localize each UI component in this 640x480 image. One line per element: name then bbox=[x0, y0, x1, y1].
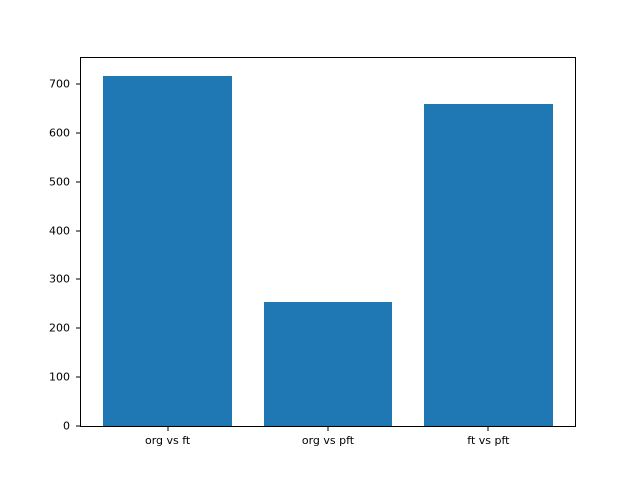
x-tick-label: org vs pft bbox=[301, 434, 355, 447]
bar-org-vs-ft bbox=[103, 75, 232, 426]
y-tick-label: 100 bbox=[49, 370, 70, 384]
y-tick-label: 300 bbox=[49, 272, 70, 286]
y-tick bbox=[76, 230, 80, 231]
y-tick bbox=[76, 278, 80, 280]
x-tick bbox=[327, 427, 329, 431]
axes bbox=[80, 57, 576, 427]
y-tick bbox=[76, 132, 80, 134]
y-tick bbox=[76, 376, 80, 378]
y-tick bbox=[76, 83, 80, 85]
y-tick bbox=[76, 181, 80, 183]
x-tick-label: ft vs pft bbox=[467, 434, 510, 447]
x-tick-label: org vs ft bbox=[144, 434, 191, 447]
y-tick bbox=[76, 327, 80, 329]
y-tick-label: 0 bbox=[63, 419, 70, 433]
y-tick bbox=[76, 425, 80, 427]
y-tick-label: 200 bbox=[49, 321, 70, 335]
x-tick bbox=[487, 427, 489, 431]
x-tick bbox=[167, 427, 169, 431]
bar-ft-vs-pft bbox=[424, 104, 553, 426]
y-tick-label: 500 bbox=[49, 175, 70, 189]
bar-org-vs-pft bbox=[263, 302, 393, 426]
y-tick-label: 600 bbox=[49, 126, 70, 140]
y-tick-label: 700 bbox=[49, 77, 70, 91]
y-tick-label: 400 bbox=[49, 224, 70, 237]
